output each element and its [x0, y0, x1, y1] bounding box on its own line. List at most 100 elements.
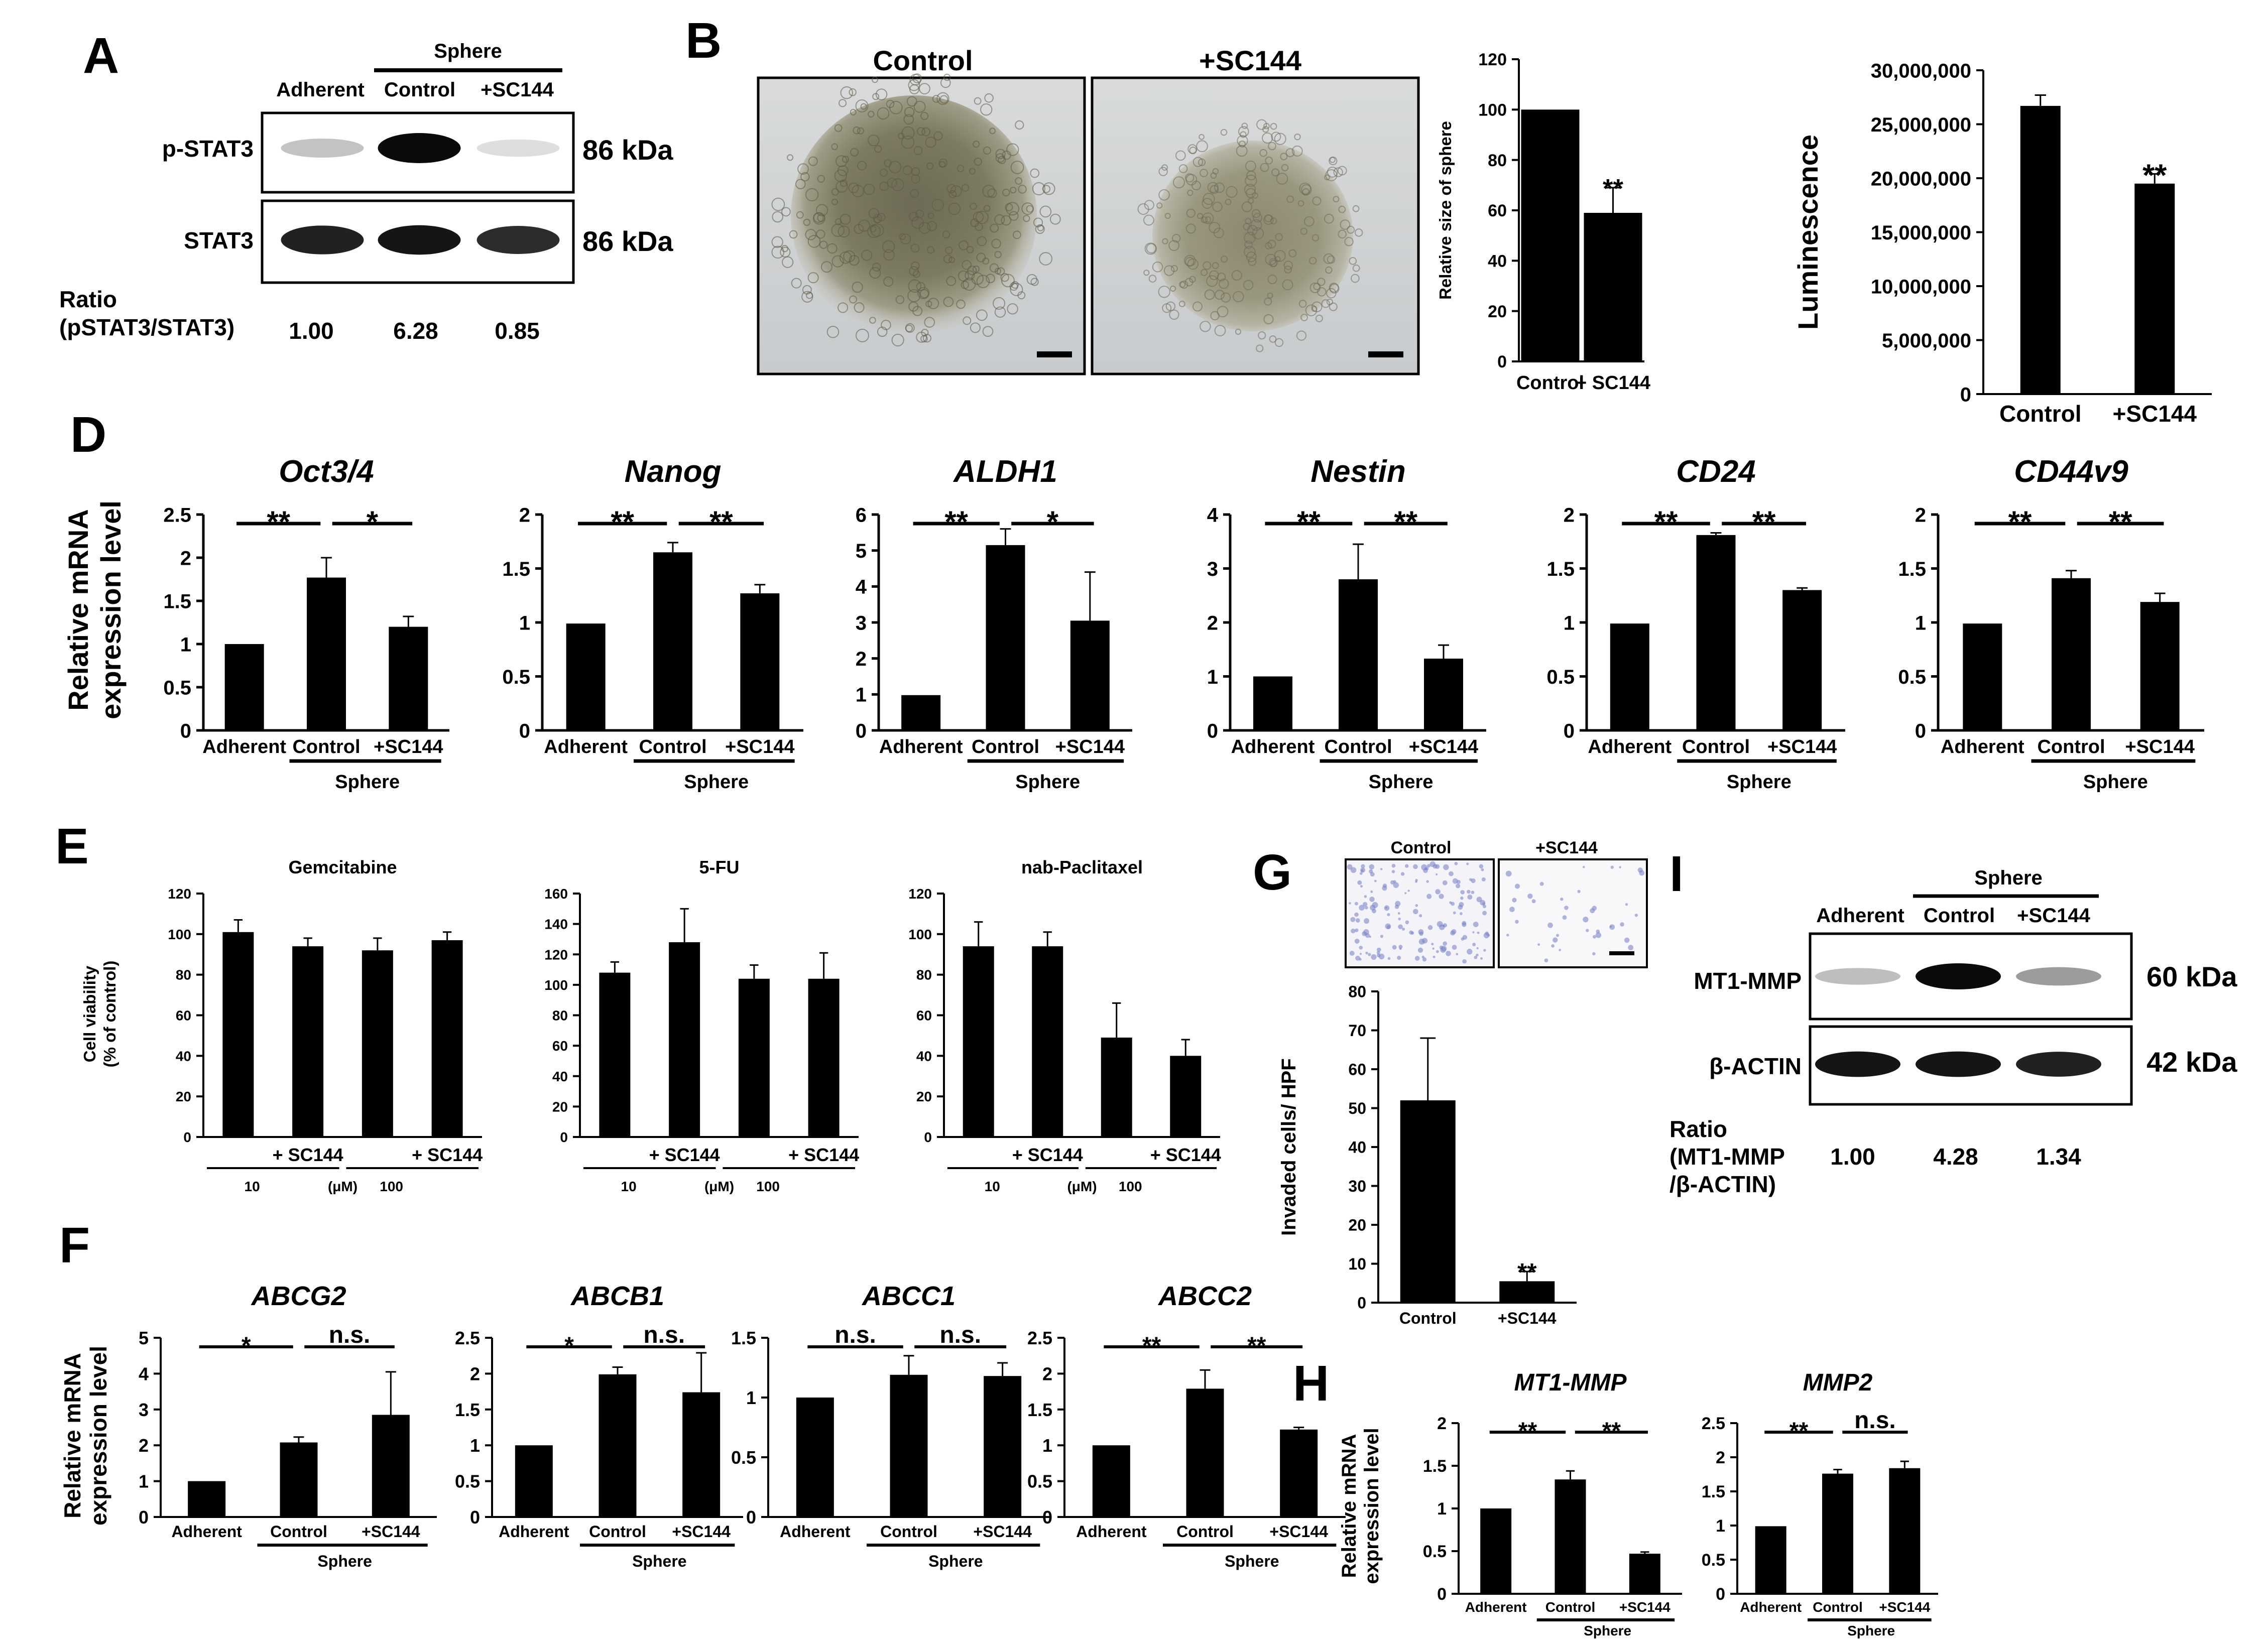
invaded-cell — [1404, 892, 1407, 895]
invaded-cell — [1481, 868, 1484, 871]
invaded-cell — [1413, 864, 1418, 869]
cell-texture — [860, 103, 867, 110]
invaded-cell — [1369, 935, 1371, 938]
cell-texture — [1017, 291, 1026, 300]
cell-texture — [771, 245, 785, 259]
cell-texture — [909, 74, 921, 86]
y-tick-label: 0 — [180, 720, 191, 742]
significance-label: * — [367, 505, 379, 539]
blot-a-lane-label: +SC144 — [481, 79, 554, 101]
cell-texture — [908, 279, 921, 293]
cell-texture — [1011, 281, 1019, 289]
invaded-cell — [1363, 902, 1368, 907]
blot-a-size-label: 86 kDa — [582, 134, 673, 166]
x-tick-label: Adherent — [1076, 1523, 1147, 1541]
cell-texture — [850, 108, 857, 116]
y-tick-label: 2 — [519, 504, 530, 526]
invaded-cell — [1426, 894, 1432, 899]
dose-label: 10 — [985, 1179, 1000, 1194]
cell-texture — [966, 245, 974, 254]
y-tick-label: 1.5 — [1702, 1482, 1725, 1501]
cell-texture — [1023, 215, 1030, 222]
cell-texture — [1270, 260, 1277, 267]
invaded-cell — [1454, 861, 1458, 865]
cell-texture — [1300, 313, 1308, 321]
y-tick-label: 0 — [856, 720, 867, 742]
significance-label: ** — [1247, 1332, 1266, 1359]
cell-texture — [840, 86, 853, 99]
invaded-cell — [1355, 928, 1359, 932]
cell-texture — [1245, 160, 1256, 172]
bar — [1186, 1388, 1224, 1517]
chart-e2: 0 20 40 60 80 100 120 140 160 5-FU + SC144 + SC144 1… — [544, 857, 859, 1194]
blot-i-lane-label: +SC144 — [2017, 905, 2090, 927]
bar — [1889, 1468, 1921, 1594]
blot-i-bands — [1815, 963, 2101, 1077]
invaded-cell — [1459, 902, 1464, 907]
blot-i-row-label: β-ACTIN — [1709, 1053, 1802, 1079]
bar — [1610, 623, 1649, 730]
cell-texture — [1015, 120, 1024, 130]
cell-texture — [989, 128, 996, 135]
cell-texture — [1210, 311, 1220, 321]
cell-texture — [781, 245, 789, 252]
invaded-cell — [1582, 865, 1585, 868]
blot-band — [378, 133, 461, 163]
cell-texture — [838, 99, 847, 107]
cell-texture — [805, 229, 817, 240]
y-tick-label: 0 — [1437, 1585, 1447, 1604]
bar — [372, 1415, 410, 1517]
cell-texture — [948, 257, 955, 263]
invaded-cell — [1392, 945, 1397, 950]
cell-texture — [1039, 252, 1053, 266]
y-tick-label: 1.5 — [731, 1328, 756, 1348]
cell-texture — [922, 334, 931, 343]
significance-label: ** — [944, 505, 968, 539]
cell-texture — [873, 216, 881, 224]
cell-texture — [1217, 272, 1226, 282]
x-tick-label: +SC144 — [672, 1523, 731, 1541]
invaded-cell — [1442, 925, 1445, 927]
invaded-cell — [1480, 957, 1483, 960]
invaded-cell — [1453, 911, 1456, 915]
cell-texture — [1185, 174, 1198, 186]
significance-label: ** — [1518, 1418, 1537, 1444]
cell-texture — [1009, 211, 1019, 221]
cell-texture — [1213, 227, 1224, 238]
cell-texture — [1259, 149, 1267, 157]
cell-texture — [926, 221, 937, 231]
cell-texture — [882, 240, 895, 253]
cell-texture — [868, 110, 875, 118]
cell-texture — [849, 255, 860, 266]
cell-texture — [1327, 255, 1336, 264]
sc144-sphere-micrograph — [1091, 76, 1420, 375]
blot-a-lane-label: Control — [384, 79, 455, 101]
invaded-cell — [1395, 901, 1401, 907]
x-tick-label: Control — [1324, 736, 1392, 757]
cell-texture — [1243, 280, 1254, 291]
cell-texture — [891, 333, 904, 347]
bar — [307, 577, 346, 730]
invaded-cell — [1391, 863, 1396, 868]
y-tick-label: 20,000,000 — [1871, 168, 1971, 190]
blot-band — [476, 226, 560, 254]
invaded-cell — [1365, 951, 1368, 955]
invaded-cell — [1446, 951, 1451, 956]
dose-unit-label: (μM) — [328, 1179, 357, 1194]
cell-texture — [1201, 269, 1208, 276]
bar — [1480, 1508, 1512, 1594]
axis-ylabel-h: expression level — [1361, 1428, 1383, 1584]
cell-texture — [921, 127, 931, 137]
dose-label: 100 — [380, 1179, 403, 1194]
cell-texture — [905, 324, 913, 332]
invaded-cell — [1432, 947, 1435, 950]
axis-ylabel-e: (% of control) — [100, 961, 119, 1068]
cell-texture — [1244, 240, 1253, 249]
cell-texture — [831, 198, 839, 205]
cell-texture — [911, 261, 920, 271]
invaded-cell — [1452, 878, 1458, 884]
invaded-cell — [1514, 883, 1520, 889]
cell-texture — [813, 212, 824, 223]
cell-texture — [1018, 185, 1027, 194]
